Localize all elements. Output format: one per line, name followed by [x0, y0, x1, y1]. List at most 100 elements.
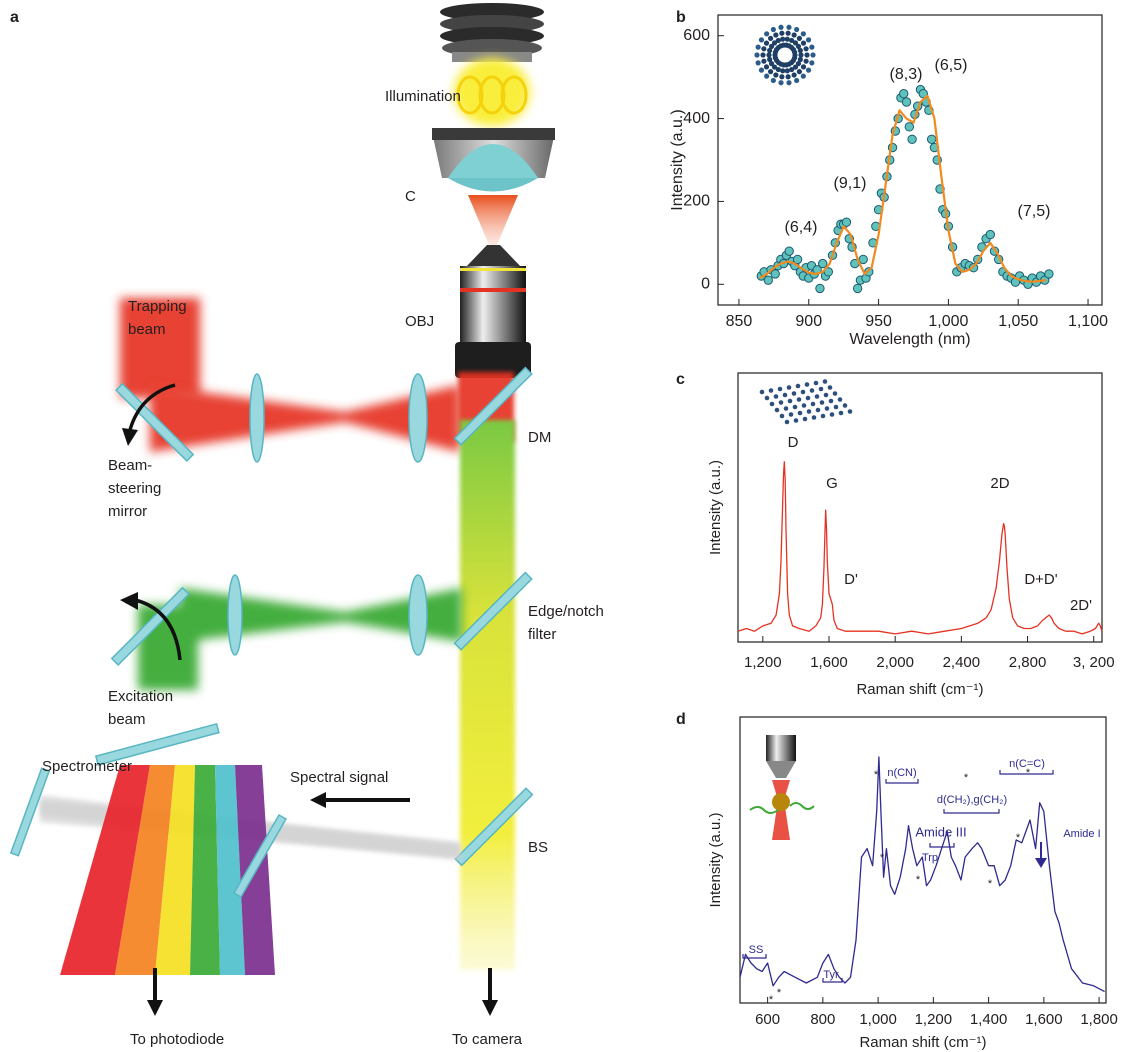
data-point [899, 89, 909, 99]
objective-inset [749, 735, 815, 840]
shape [478, 75, 506, 115]
inset-dot [806, 409, 812, 414]
shape [94, 722, 220, 766]
annotation: (6,4) [785, 219, 818, 236]
spectrometer [9, 722, 460, 975]
data-point [904, 122, 915, 132]
data-point [926, 134, 937, 144]
shape [147, 1000, 163, 1016]
shape [155, 765, 195, 975]
annotation: (8,3) [890, 66, 923, 83]
annotation: G [826, 475, 838, 492]
inset-dot [805, 37, 812, 43]
shape [460, 420, 515, 970]
x-tick-label: 1,800 [1080, 1011, 1118, 1028]
data-point [907, 134, 917, 144]
inset-dot [824, 406, 830, 411]
y-axis-label: Intensity (a.u.) [707, 812, 724, 907]
diagram-label: beam [128, 321, 166, 338]
inset-dot [832, 391, 838, 396]
inset-dot [795, 43, 802, 49]
shape [310, 792, 326, 808]
inset-dot [800, 389, 806, 395]
inset-dot [782, 392, 788, 398]
x-tick-label: 1,600 [810, 654, 848, 671]
inset-dot [758, 37, 765, 43]
shape [180, 588, 462, 642]
inset-dot [768, 61, 775, 67]
bracket [999, 770, 1054, 775]
diagram: a Illumination C OBJ Trapping beam DM Beam-ste… [9, 3, 604, 1048]
shape [408, 373, 428, 463]
shape [448, 144, 538, 178]
diagram-labels: Illumination C OBJ Trapping beam DM Beam-steer… [42, 88, 604, 1048]
shape [120, 298, 200, 398]
data-point [985, 229, 995, 240]
shape [128, 383, 176, 431]
inset-dot [780, 36, 786, 42]
inset-dot [792, 40, 799, 46]
inset-dot [761, 46, 767, 52]
inset-dot [770, 26, 776, 33]
y-tick-label: 400 [683, 110, 710, 127]
inset-dot [837, 397, 843, 402]
shape [772, 793, 790, 811]
diagram-label: To camera [452, 1031, 523, 1048]
inset-dot [775, 37, 781, 44]
inset-dot [796, 35, 803, 41]
shape [249, 373, 265, 463]
shape [468, 195, 518, 245]
inset-dot [833, 404, 839, 410]
inset-dot [804, 52, 810, 58]
annotation: * [777, 987, 782, 999]
y-tick-label: 600 [683, 27, 710, 44]
diagram-label: To photodiode [130, 1031, 224, 1048]
shape [122, 428, 138, 446]
inset-dot [814, 394, 820, 399]
diagram-label: Spectrometer [42, 758, 132, 775]
inset-dot [793, 418, 799, 423]
bracket [822, 978, 843, 983]
shape [453, 366, 533, 446]
arrow-head [1035, 858, 1047, 868]
x-tick-label: 900 [795, 313, 822, 330]
shape [482, 1000, 498, 1016]
x-tick-label: 1,000 [859, 1011, 897, 1028]
annotation: 2D' [1070, 597, 1092, 614]
shape [766, 735, 796, 761]
inset-dot [783, 406, 789, 411]
shape [9, 722, 287, 898]
shape [454, 787, 534, 867]
shape [460, 288, 526, 292]
nanotube-inset [754, 24, 816, 86]
inset-dot [767, 35, 774, 41]
shape [9, 767, 51, 857]
inset-dot [755, 44, 761, 50]
trapping-beam [120, 298, 514, 452]
annotation: n(CN) [887, 767, 916, 779]
inset-dot [763, 40, 770, 46]
inset-dot [785, 74, 791, 80]
y-tick-label: 200 [683, 193, 710, 210]
inset-dot [809, 388, 815, 393]
shape [454, 58, 530, 126]
inset-dot [801, 403, 807, 408]
diagram-label: Illumination [385, 88, 461, 105]
data-point [784, 246, 794, 256]
inset-dot [803, 58, 809, 64]
x-axis-label: Wavelength (nm) [849, 331, 970, 348]
inset-dot [791, 391, 797, 396]
inset-dot [838, 410, 844, 416]
annotation: * [964, 772, 969, 784]
inset-dot [771, 40, 778, 46]
optics [110, 366, 534, 867]
x-axis-label: Raman shift (cm⁻¹) [856, 681, 983, 698]
x-tick-label: 2,400 [943, 654, 981, 671]
annotation: * [1026, 767, 1031, 779]
inset-dot [805, 395, 811, 401]
shape [456, 75, 528, 115]
x-tick-label: 1,000 [928, 313, 968, 330]
annotation: (7,5) [1018, 203, 1051, 220]
inset-dot [758, 67, 765, 73]
inset-dot [822, 379, 828, 384]
